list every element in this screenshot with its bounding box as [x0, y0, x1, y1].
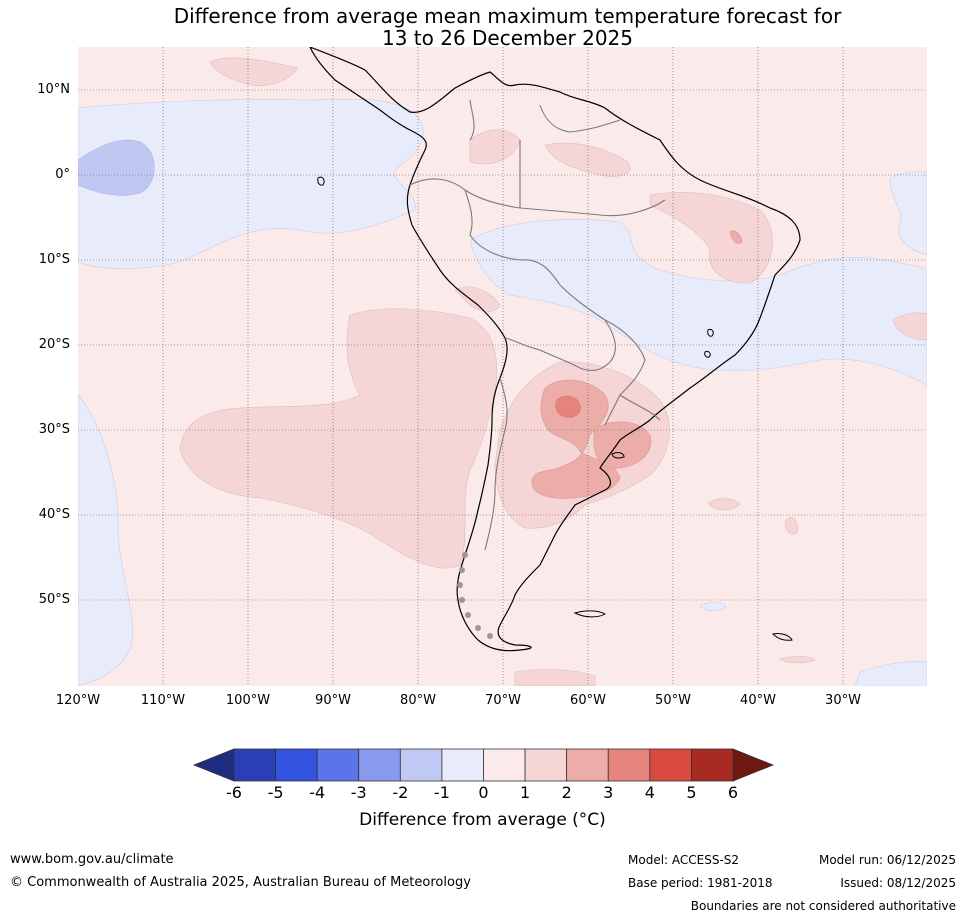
very-hot-region: [555, 395, 581, 418]
colorbar-segment: [399, 748, 443, 782]
map-title-line1: Difference from average mean maximum tem…: [173, 4, 842, 28]
chilean-fjords: [457, 552, 493, 639]
warm-region-northeast-brazil: [649, 191, 773, 284]
lat-label-20s: 20°S: [38, 337, 70, 352]
cool-patch-small: [699, 602, 727, 611]
warm-region-andes: [454, 286, 501, 312]
hot-region-argentina: [531, 379, 621, 499]
colorbar-segment: [275, 748, 318, 782]
model-name: Model: ACCESS-S2: [628, 853, 740, 867]
lon-label-70w: 70°W: [485, 693, 521, 708]
colorbar-tick-label: -1: [433, 783, 450, 802]
warm-region-far-south: [514, 669, 596, 686]
lon-label-60w: 60°W: [570, 693, 606, 708]
colorbar-tick-label: -3: [350, 783, 367, 802]
islands: [317, 176, 793, 641]
cool-region-equatorial-pacific: [78, 98, 424, 270]
lon-label-110w: 110°W: [140, 693, 186, 708]
issued-date: Issued: 08/12/2025: [840, 876, 956, 890]
colorbar-tick-label: -5: [267, 783, 284, 802]
colorbar-segment: [483, 748, 526, 782]
colorbar-segment: [358, 748, 401, 782]
colorbar-tick-label: 0: [478, 783, 489, 802]
colorbar-segment: [233, 748, 276, 782]
colorbar-tick-label: 5: [686, 783, 697, 802]
colorbar-segment: [316, 748, 360, 782]
colorbar-tick-label: -6: [226, 783, 242, 802]
colorbar-arrow-low: [192, 748, 235, 782]
cold-region-pacific: [78, 139, 155, 196]
colorbar-segment: [566, 748, 609, 782]
cool-region-brazil: [469, 219, 927, 386]
model-run-date: Model run: 06/12/2025: [818, 853, 956, 867]
map-title-line2: 13 to 26 December 2025: [381, 26, 633, 50]
lon-label-90w: 90°W: [315, 693, 351, 708]
cool-region-south-pacific: [78, 394, 134, 686]
lat-label-40s: 40°S: [38, 507, 70, 522]
website-link[interactable]: www.bom.gov.au/climate: [10, 852, 174, 867]
graticule: [78, 47, 927, 686]
lat-label-10s: 10°S: [38, 252, 70, 267]
colorbar-label: Difference from average (°C): [359, 810, 606, 830]
colorbar-segment: [524, 748, 568, 782]
lon-label-50w: 50°W: [655, 693, 691, 708]
base-period: Base period: 1981-2018: [628, 876, 773, 890]
colorbar-tick-label: 3: [603, 783, 614, 802]
warm-region-north: [544, 142, 631, 177]
lon-label-30w: 30°W: [825, 693, 861, 708]
lon-label-120w: 120°W: [55, 693, 101, 708]
colorbar-tick-label: 6: [727, 783, 739, 802]
lon-label-80w: 80°W: [400, 693, 436, 708]
lat-label-30s: 30°S: [38, 422, 70, 437]
colorbar-arrow-high: [732, 748, 775, 782]
warm-patch-atlantic: [707, 498, 741, 511]
national-boundaries: [409, 99, 666, 551]
colorbar-tick-label: -2: [392, 783, 409, 802]
colorbar-tick-label: 4: [644, 783, 655, 802]
colorbar-tick-label: 1: [519, 783, 531, 802]
colorbar-tick-label: 2: [561, 783, 572, 802]
colorbar-tick-label: -4: [309, 783, 326, 802]
copyright-notice: © Commonwealth of Australia 2025, Austra…: [10, 875, 471, 890]
warm-patch-atlantic-2: [784, 517, 799, 535]
lat-label-50s: 50°S: [38, 592, 70, 607]
warm-patch-atlantic-3: [779, 656, 816, 664]
warm-region-caribbean: [209, 57, 299, 86]
colorbar-segment: [441, 748, 484, 782]
lon-label-40w: 40°W: [740, 693, 776, 708]
colorbar-segment: [691, 748, 734, 782]
lon-label-100w: 100°W: [225, 693, 271, 708]
cool-region-atlantic: [889, 171, 927, 256]
cool-region-south-atlantic: [854, 661, 927, 686]
colorbar-segment: [607, 748, 651, 782]
boundaries-disclaimer: Boundaries are not considered authoritat…: [690, 899, 956, 913]
lat-label-0: 0°: [55, 167, 70, 182]
hot-patch-brazil: [729, 230, 743, 244]
warm-region-south-pacific: [179, 308, 498, 569]
warm-patch-east: [892, 312, 927, 341]
south-america-coastline: [309, 47, 801, 652]
colorbar-segment: [649, 748, 692, 782]
lat-label-10n: 10°N: [37, 82, 70, 97]
